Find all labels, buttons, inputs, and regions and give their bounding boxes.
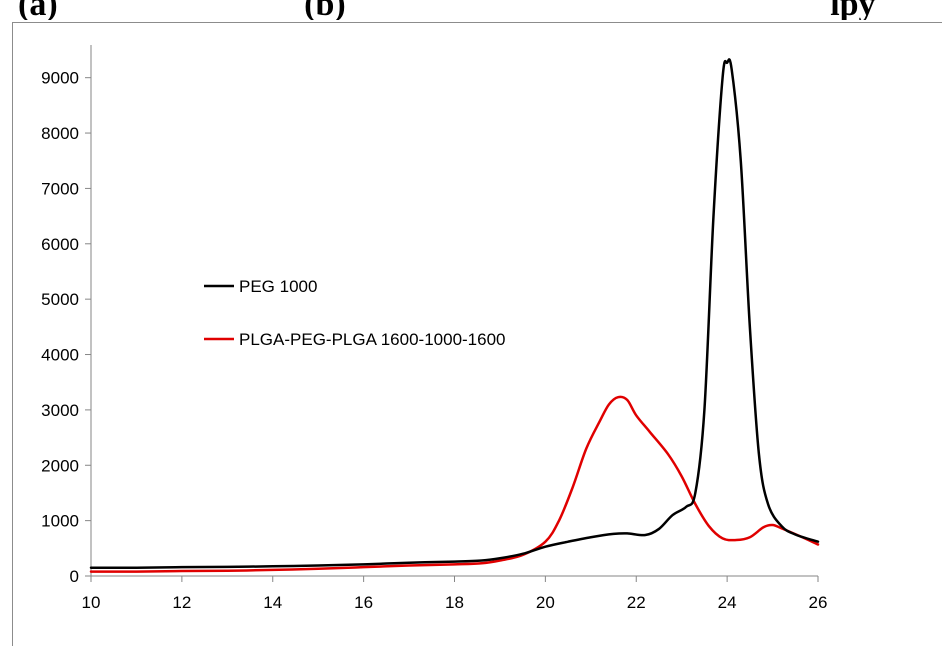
legend-label: PEG 1000 (239, 277, 317, 296)
y-tick-label: 2000 (41, 456, 79, 475)
header-strip: (a) (b) lpy (0, 0, 945, 20)
x-tick-label: 18 (445, 593, 464, 612)
x-tick-label: 10 (82, 593, 101, 612)
legend: PEG 1000 PLGA-PEG-PLGA 1600-1000-1600 (204, 277, 506, 349)
x-tick-label: 22 (627, 593, 646, 612)
x-tick-label: 14 (263, 593, 282, 612)
x-tick-label: 16 (354, 593, 373, 612)
legend-label: PLGA-PEG-PLGA 1600-1000-1600 (239, 330, 506, 349)
x-tick-label: 24 (718, 593, 737, 612)
series-line-peg-1000 (89, 58, 820, 569)
y-tick-label: 8000 (41, 124, 79, 143)
header-text: (a) (b) lpy (18, 0, 876, 20)
chart-frame (12, 22, 942, 646)
y-tick-label: 9000 (41, 69, 79, 88)
series-line-plga-peg-plga (89, 395, 820, 573)
y-tick-label: 4000 (41, 346, 79, 365)
x-tick-label: 12 (172, 593, 191, 612)
series-layer (89, 58, 820, 573)
y-tick-label: 7000 (41, 179, 79, 198)
x-tick-label: 26 (809, 593, 828, 612)
y-tick-label: 6000 (41, 235, 79, 254)
axes: 0 1000 2000 3000 4000 5000 6000 7000 8000 9000 10 1… (41, 45, 827, 612)
y-tick-label: 3000 (41, 401, 79, 420)
y-tick-label: 5000 (41, 290, 79, 309)
y-tick-label: 1000 (41, 512, 79, 531)
y-tick-label: 0 (70, 567, 79, 586)
x-tick-label: 20 (536, 593, 555, 612)
